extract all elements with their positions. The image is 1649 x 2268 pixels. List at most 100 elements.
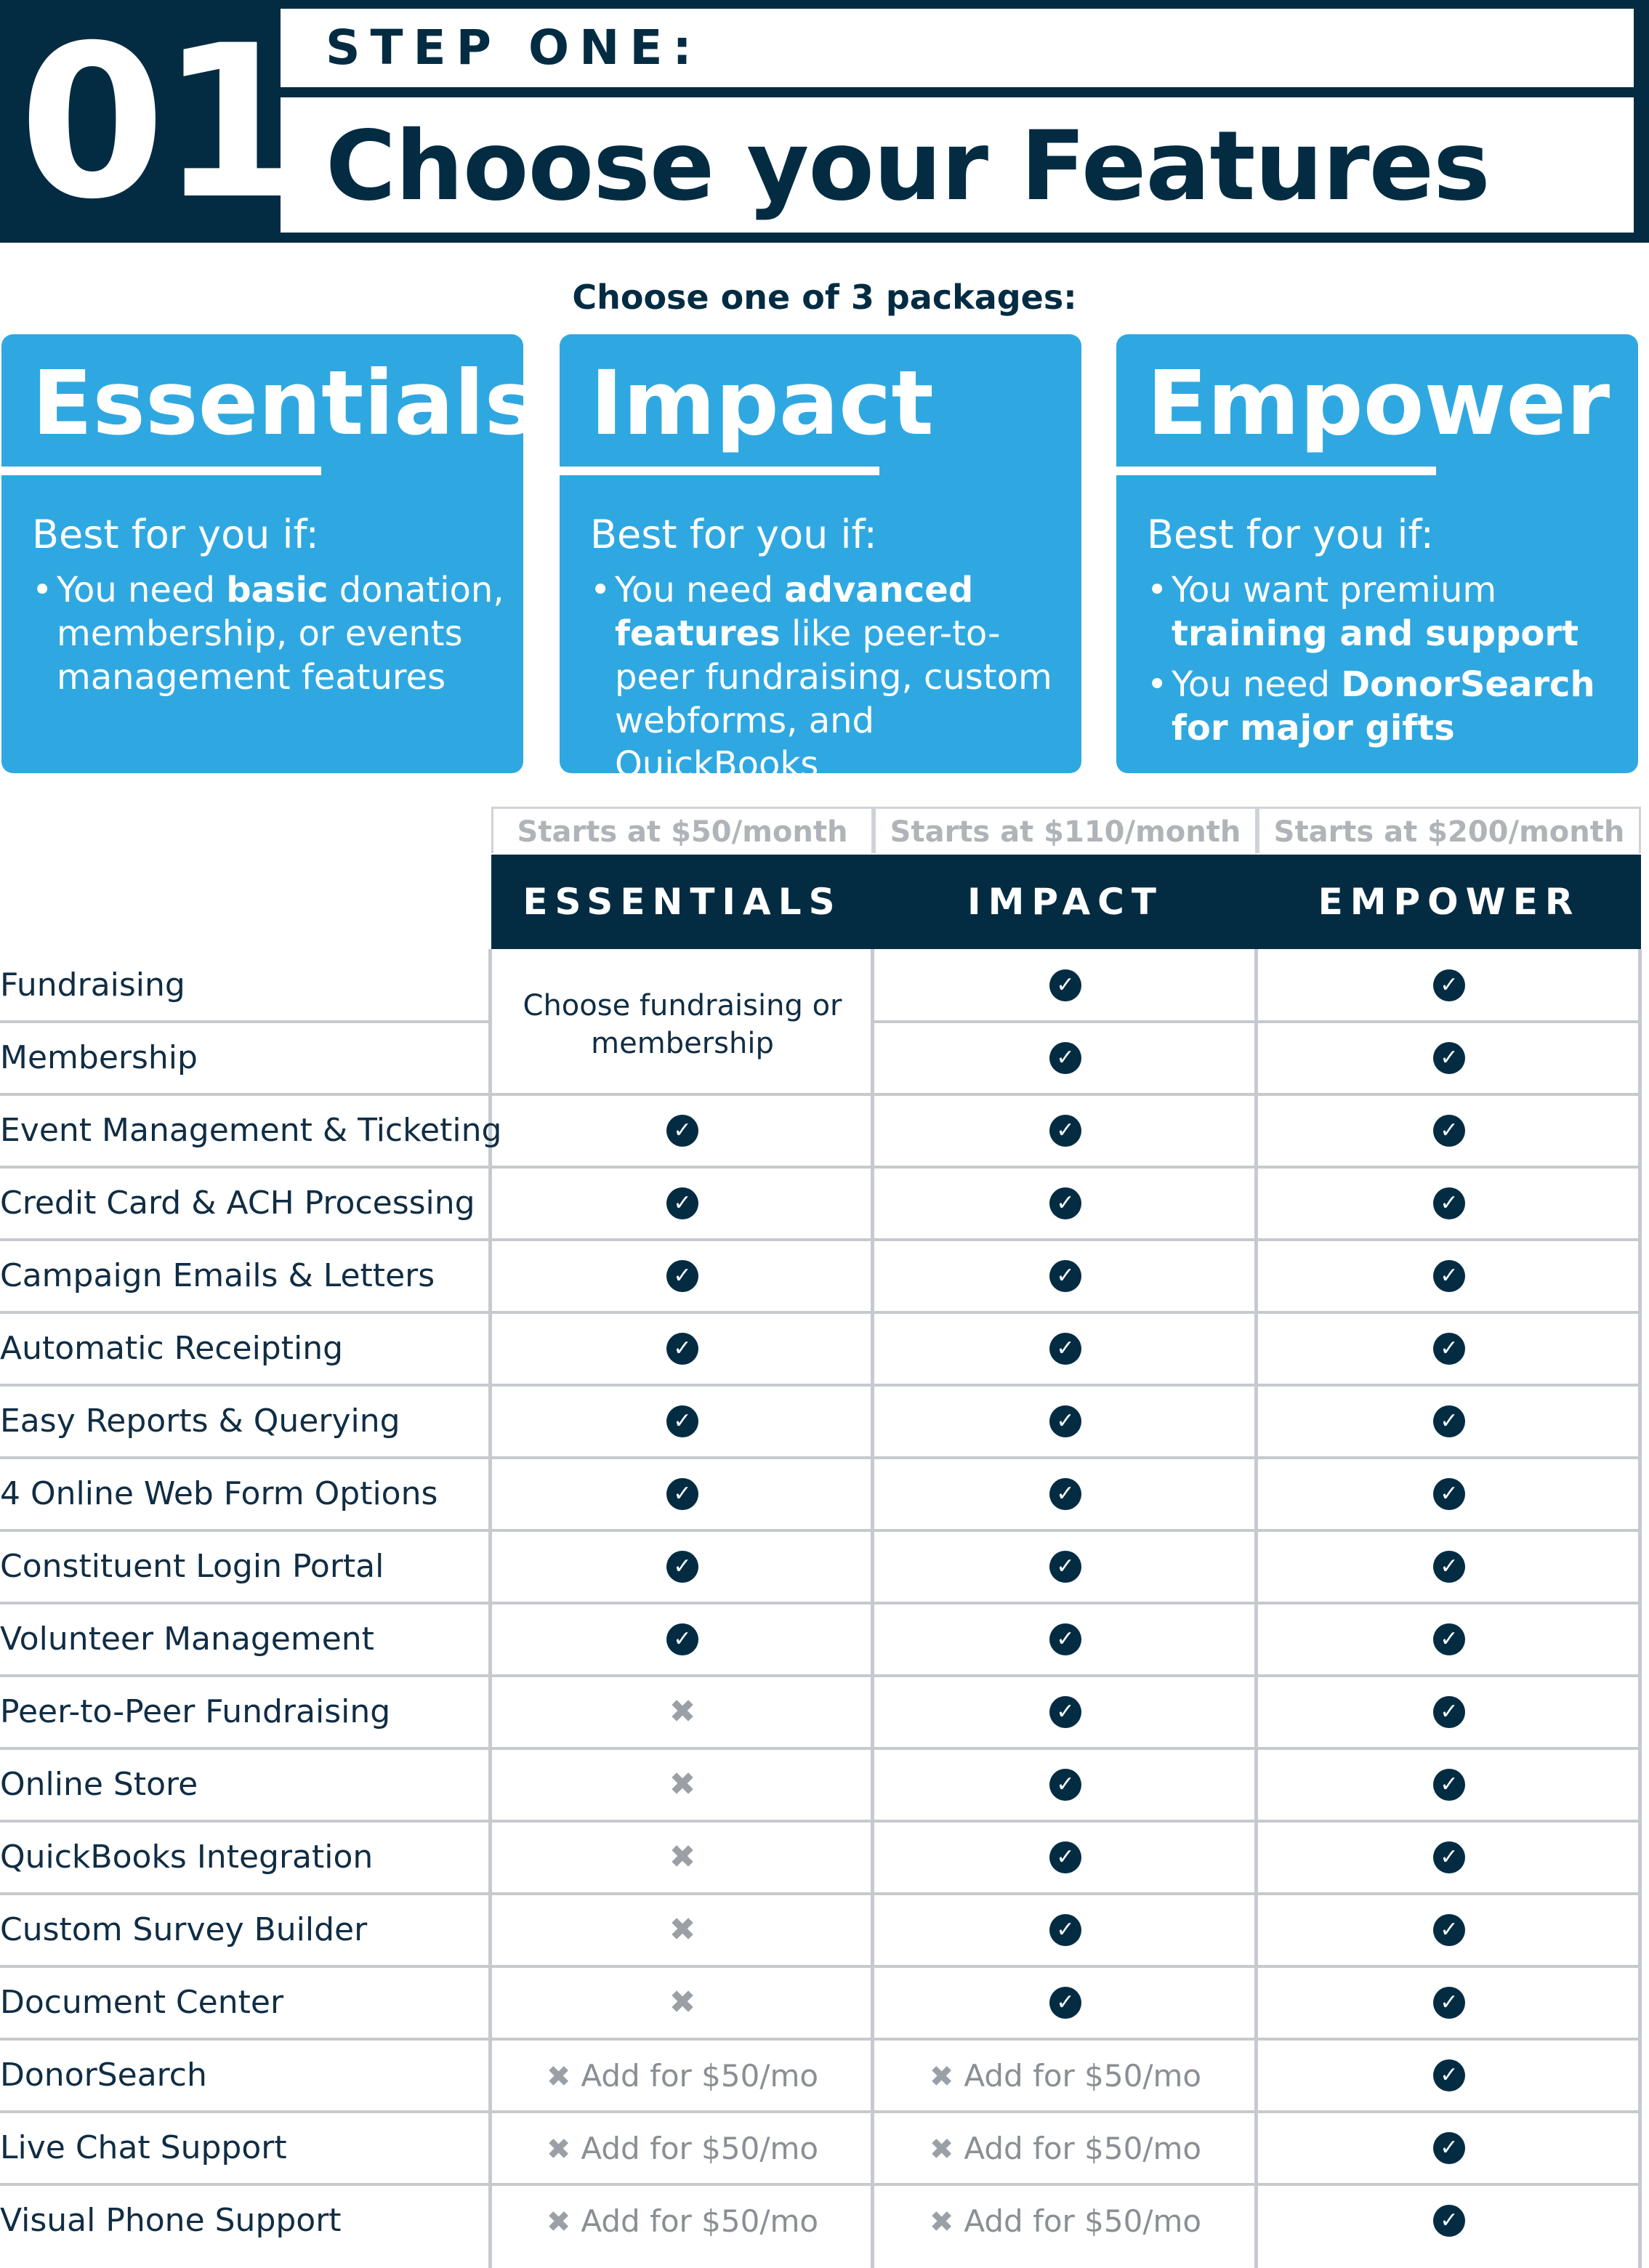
addon-price: ✖ Add for $50/mo — [930, 2203, 1201, 2239]
table-cell: ✓ — [874, 1312, 1257, 1385]
table-row-divider — [871, 1020, 1641, 1023]
x-mark-icon: ✖ — [669, 1693, 696, 1730]
x-mark-icon: ✖ — [546, 2059, 571, 2094]
table-cell: ✓ — [1257, 1094, 1641, 1167]
table-cell: ✓ — [874, 1458, 1257, 1530]
checkmark-icon: ✓ — [1433, 1478, 1465, 1510]
x-mark-icon: ✖ — [929, 2059, 954, 2094]
checkmark-icon: ✓ — [1049, 1551, 1081, 1583]
header-panel: STEP ONE: Choose your Features — [281, 9, 1634, 233]
table-cell: ✖ — [491, 1894, 874, 1966]
fundraising-or-membership-note: Choose fundraising or membership — [523, 989, 842, 1060]
table-column-divider — [1638, 949, 1642, 2268]
package-subtitle: Best for you if: — [1147, 512, 1434, 557]
table-cell: ✓ — [874, 1676, 1257, 1748]
table-cell: ✖ Add for $50/mo — [874, 2184, 1257, 2257]
table-cell: ✓ — [491, 1530, 874, 1603]
checkmark-icon: ✓ — [666, 1478, 698, 1510]
table-cell: ✓ — [874, 1966, 1257, 2039]
table-row-divider — [0, 1384, 1641, 1387]
table-cell: ✓ — [1257, 1385, 1641, 1458]
table-cell: ✖ Add for $50/mo — [491, 2039, 874, 2112]
package-bullet: You need advanced features like peer-to-… — [590, 568, 1070, 773]
feature-label: Campaign Emails & Letters — [0, 1257, 435, 1294]
checkmark-icon: ✓ — [1433, 2059, 1465, 2091]
table-cell: ✖ Add for $50/mo — [491, 2112, 874, 2184]
x-mark-icon: ✖ — [669, 1766, 696, 1803]
addon-price: ✖ Add for $50/mo — [547, 2203, 818, 2239]
table-cell: ✓ — [874, 1167, 1257, 1240]
x-mark-icon: ✖ — [929, 2205, 954, 2239]
x-mark-icon: ✖ — [669, 1984, 696, 2021]
checkmark-icon: ✓ — [1433, 1115, 1465, 1147]
checkmark-icon: ✓ — [1049, 1405, 1081, 1437]
table-cell: ✓ — [1257, 1676, 1641, 1748]
table-row-divider — [0, 1456, 1641, 1459]
addon-label: Add for $50/mo — [964, 2203, 1202, 2239]
table-cell: ✓ — [1257, 1167, 1641, 1240]
checkmark-icon: ✓ — [1433, 2132, 1465, 2164]
checkmark-icon: ✓ — [666, 1187, 698, 1219]
checkmark-icon: ✓ — [1433, 1841, 1465, 1873]
step-label: STEP ONE: — [326, 20, 702, 76]
table-cell: ✓ — [491, 1312, 874, 1385]
table-cell: ✖ Add for $50/mo — [874, 2112, 1257, 2184]
feature-label: Fundraising — [0, 966, 185, 1004]
table-cell: ✓ — [874, 1821, 1257, 1894]
feature-label: Credit Card & ACH Processing — [0, 1185, 475, 1222]
x-mark-icon: ✖ — [669, 1839, 696, 1876]
table-row-divider — [0, 1166, 1641, 1169]
packages-prompt: Choose one of 3 packages: — [572, 278, 1077, 317]
checkmark-icon: ✓ — [666, 1260, 698, 1292]
table-cell: ✓ — [1257, 1022, 1641, 1094]
table-cell: ✓ — [874, 1094, 1257, 1167]
checkmark-icon: ✓ — [666, 1551, 698, 1583]
package-subtitle: Best for you if: — [32, 512, 319, 557]
checkmark-icon: ✓ — [666, 1333, 698, 1365]
table-cell: ✓ — [491, 1240, 874, 1312]
package-subtitle: Best for you if: — [590, 512, 877, 557]
table-cell: ✓ — [491, 1167, 874, 1240]
page-title: Choose your Features — [326, 110, 1491, 222]
table-cell: ✓ — [1257, 1894, 1641, 1966]
price-essentials: Starts at $50/month — [491, 807, 874, 853]
feature-label: Automatic Receipting — [0, 1330, 344, 1367]
addon-price: ✖ Add for $50/mo — [547, 2058, 818, 2094]
feature-label: QuickBooks Integration — [0, 1839, 374, 1876]
feature-label: Live Chat Support — [0, 2129, 287, 2166]
table-row-divider — [0, 1820, 1641, 1823]
checkmark-icon: ✓ — [666, 1405, 698, 1437]
checkmark-icon: ✓ — [1049, 1478, 1081, 1510]
checkmark-icon: ✓ — [1049, 1769, 1081, 1801]
table-cell: ✓ — [874, 949, 1257, 1022]
table-cell: ✓ — [1257, 2112, 1641, 2184]
table-cell: ✓ — [874, 1022, 1257, 1094]
checkmark-icon: ✓ — [1433, 1187, 1465, 1219]
table-cell: ✓ — [491, 1603, 874, 1676]
step-header: 01 STEP ONE: Choose your Features — [0, 0, 1649, 243]
table-row-divider — [0, 1311, 1641, 1314]
package-name: Empower — [1147, 352, 1610, 455]
feature-comparison-table: Starts at $50/month Starts at $110/month… — [0, 807, 1649, 2268]
addon-label: Add for $50/mo — [581, 2203, 819, 2239]
column-header-empower: EMPOWER — [1257, 855, 1641, 949]
table-cell: ✖ — [491, 1748, 874, 1821]
checkmark-icon: ✓ — [1433, 1769, 1465, 1801]
x-mark-icon: ✖ — [546, 2132, 571, 2166]
checkmark-icon: ✓ — [1049, 1115, 1081, 1147]
package-divider — [560, 467, 879, 475]
x-mark-icon: ✖ — [546, 2205, 571, 2239]
checkmark-icon: ✓ — [1049, 969, 1081, 1001]
x-mark-icon: ✖ — [669, 1911, 696, 1948]
checkmark-icon: ✓ — [1049, 1914, 1081, 1946]
table-cell: ✓ — [874, 1748, 1257, 1821]
package-bullets: You need advanced features like peer-to-… — [590, 568, 1070, 773]
addon-price: ✖ Add for $50/mo — [930, 2058, 1201, 2094]
feature-label: 4 Online Web Form Options — [0, 1475, 438, 1512]
table-cell: ✓ — [1257, 1458, 1641, 1530]
addon-price: ✖ Add for $50/mo — [930, 2131, 1201, 2166]
table-row-divider — [0, 1674, 1641, 1677]
addon-label: Add for $50/mo — [581, 2057, 819, 2094]
checkmark-icon: ✓ — [1433, 1405, 1465, 1437]
package-bullet: You need DonorSearch for major gifts — [1147, 663, 1626, 750]
